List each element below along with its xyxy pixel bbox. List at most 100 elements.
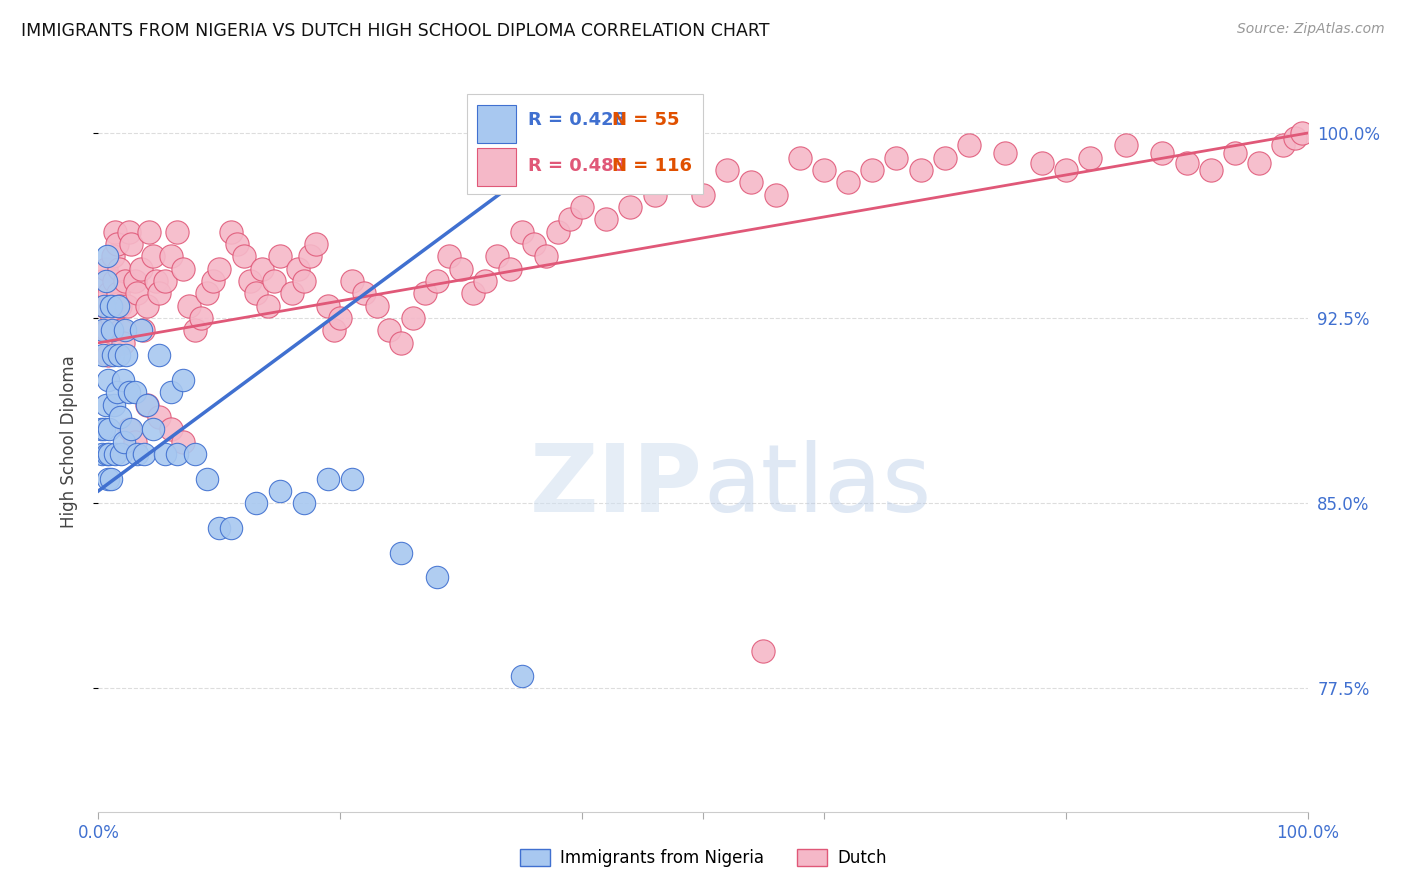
Point [94, 274, 117, 288]
Point [166, 225, 188, 239]
Point [644, 187, 666, 202]
Point [98, 447, 121, 461]
Point [208, 521, 231, 535]
Point [100, 311, 122, 326]
Point [765, 187, 787, 202]
Point [105, 385, 128, 400]
Point [389, 335, 412, 350]
Point [132, 323, 155, 337]
Point [107, 299, 129, 313]
Point [886, 151, 908, 165]
Point [510, 669, 533, 683]
Point [510, 225, 533, 239]
Point [124, 274, 146, 288]
Point [148, 409, 170, 424]
Text: R = 0.428: R = 0.428 [527, 111, 626, 128]
Point [1199, 163, 1222, 178]
FancyBboxPatch shape [477, 104, 516, 144]
Point [124, 385, 146, 400]
Point [118, 225, 141, 239]
Text: R = 0.483: R = 0.483 [527, 157, 626, 176]
Point [1284, 131, 1306, 145]
FancyBboxPatch shape [477, 147, 516, 186]
Point [172, 373, 194, 387]
Point [437, 249, 460, 263]
Point [202, 274, 225, 288]
Point [740, 175, 762, 189]
Point [226, 237, 249, 252]
Point [353, 286, 375, 301]
Point [269, 249, 291, 263]
Point [329, 311, 352, 326]
Point [94, 261, 117, 276]
Point [534, 249, 557, 263]
Point [292, 274, 315, 288]
Point [474, 274, 496, 288]
Point [498, 261, 520, 276]
Point [114, 274, 136, 288]
Point [292, 496, 315, 510]
Point [221, 521, 243, 535]
Point [129, 261, 152, 276]
Point [316, 471, 339, 485]
Point [124, 434, 146, 449]
Point [101, 249, 124, 263]
Text: IMMIGRANTS FROM NIGERIA VS DUTCH HIGH SCHOOL DIPLOMA CORRELATION CHART: IMMIGRANTS FROM NIGERIA VS DUTCH HIGH SC… [21, 22, 769, 40]
Point [450, 261, 472, 276]
Point [263, 274, 285, 288]
Point [153, 447, 176, 461]
Point [129, 323, 152, 337]
Point [104, 225, 127, 239]
Point [142, 249, 165, 263]
Point [120, 237, 142, 252]
Point [342, 274, 364, 288]
Point [232, 249, 254, 263]
Point [107, 286, 129, 301]
Point [108, 299, 131, 313]
Point [103, 274, 125, 288]
Point [138, 225, 160, 239]
Point [316, 299, 339, 313]
Point [91, 348, 114, 362]
Text: ZIP: ZIP [530, 440, 703, 532]
Point [93, 299, 115, 313]
Point [523, 237, 546, 252]
Point [100, 471, 122, 485]
Point [97, 373, 120, 387]
Point [98, 286, 121, 301]
Point [93, 299, 115, 313]
Point [789, 151, 811, 165]
Point [287, 261, 309, 276]
Point [114, 323, 136, 337]
Point [571, 200, 593, 214]
Point [135, 397, 157, 411]
Point [94, 397, 117, 411]
Point [97, 471, 120, 485]
Text: atlas: atlas [703, 440, 931, 532]
Point [104, 447, 127, 461]
Point [692, 187, 714, 202]
Point [366, 299, 388, 313]
Point [195, 471, 218, 485]
Point [389, 546, 412, 560]
Point [413, 286, 436, 301]
Point [305, 237, 328, 252]
Point [148, 286, 170, 301]
Point [148, 348, 170, 362]
Point [91, 447, 114, 461]
Point [377, 323, 399, 337]
Point [118, 385, 141, 400]
Point [463, 286, 485, 301]
Point [281, 286, 304, 301]
Text: Source: ZipAtlas.com: Source: ZipAtlas.com [1237, 22, 1385, 37]
Text: N = 116: N = 116 [613, 157, 692, 176]
Point [245, 286, 267, 301]
Point [145, 274, 167, 288]
Point [134, 447, 156, 461]
Point [91, 323, 114, 337]
Point [402, 311, 425, 326]
Point [110, 323, 132, 337]
Point [269, 483, 291, 498]
Point [179, 299, 201, 313]
Point [323, 323, 346, 337]
